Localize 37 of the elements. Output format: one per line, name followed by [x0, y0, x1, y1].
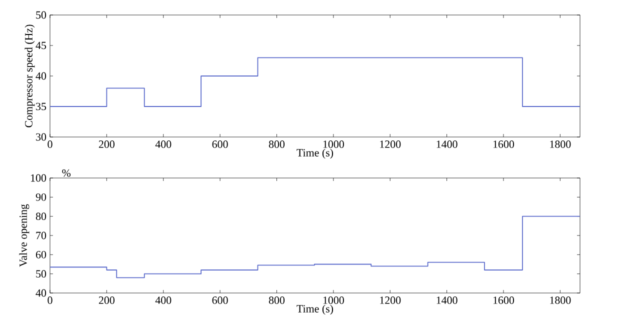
- y-tick-label: 70: [36, 232, 46, 240]
- y-axis-title: Compressor speed (Hz): [24, 24, 35, 128]
- y-tick-label: 60: [36, 250, 46, 258]
- x-tick-label: 0: [48, 296, 52, 304]
- x-tick-label: 1400: [436, 140, 458, 148]
- y-tick-label: 90: [36, 193, 46, 201]
- x-tick-label: 800: [268, 140, 285, 148]
- text: %: [62, 169, 71, 177]
- x-tick-label: 1800: [550, 140, 571, 148]
- x-axis-title: Time (s): [296, 304, 334, 315]
- x-tick-label: 400: [155, 140, 172, 148]
- x-tick-label: 1200: [380, 296, 401, 304]
- y-tick-label: 50: [36, 11, 46, 19]
- x-tick-label: 1200: [380, 140, 401, 148]
- x-tick-label: 0: [48, 140, 52, 148]
- y-tick-label: 100: [31, 174, 46, 182]
- y-tick-label: 30: [36, 133, 46, 141]
- y-tick-label: 80: [36, 212, 46, 220]
- x-tick-label: 1600: [493, 296, 514, 304]
- x-tick-label: 1600: [493, 140, 514, 148]
- y-tick-label: 40: [36, 289, 46, 297]
- x-tick-label: 400: [155, 296, 172, 304]
- y-axis-title: Valve opening: [19, 204, 30, 267]
- x-tick-label: 1000: [323, 296, 344, 304]
- y-tick-label: 50: [36, 270, 46, 278]
- x-tick-label: 600: [212, 296, 228, 304]
- x-tick-label: 200: [98, 140, 114, 148]
- x-tick-label: 1000: [323, 140, 344, 148]
- y-tick-label: 45: [36, 42, 46, 50]
- x-tick-label: 200: [98, 296, 114, 304]
- x-tick-label: 1400: [436, 296, 458, 304]
- x-tick-label: 800: [268, 296, 285, 304]
- y-tick-label: 35: [36, 102, 46, 110]
- x-tick-label: 600: [212, 140, 228, 148]
- y-tick-label: 40: [36, 72, 46, 80]
- x-axis-title: Time (s): [296, 148, 334, 159]
- x-tick-label: 1800: [550, 296, 571, 304]
